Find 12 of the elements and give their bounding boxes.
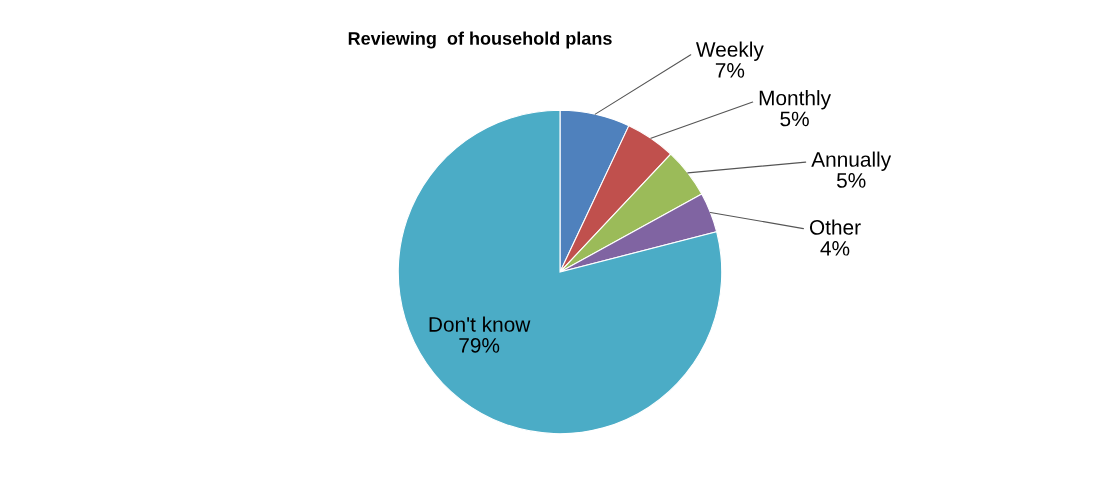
slice-label: Don't know (429, 316, 531, 332)
data-label: 7% (715, 63, 745, 78)
slice-label: Weekly (695, 41, 764, 61)
slice-label: Other (809, 219, 861, 235)
data-label: 4% (820, 241, 850, 256)
slice-label: Annually (811, 151, 892, 171)
slice-label: Monthly (759, 90, 831, 110)
data-label: 79% (459, 338, 500, 353)
chart-title: Reviewing of household plans (348, 31, 612, 49)
pie-slice (397, 109, 723, 435)
data-label: 5% (780, 111, 809, 127)
data-label: 5% (836, 173, 866, 188)
